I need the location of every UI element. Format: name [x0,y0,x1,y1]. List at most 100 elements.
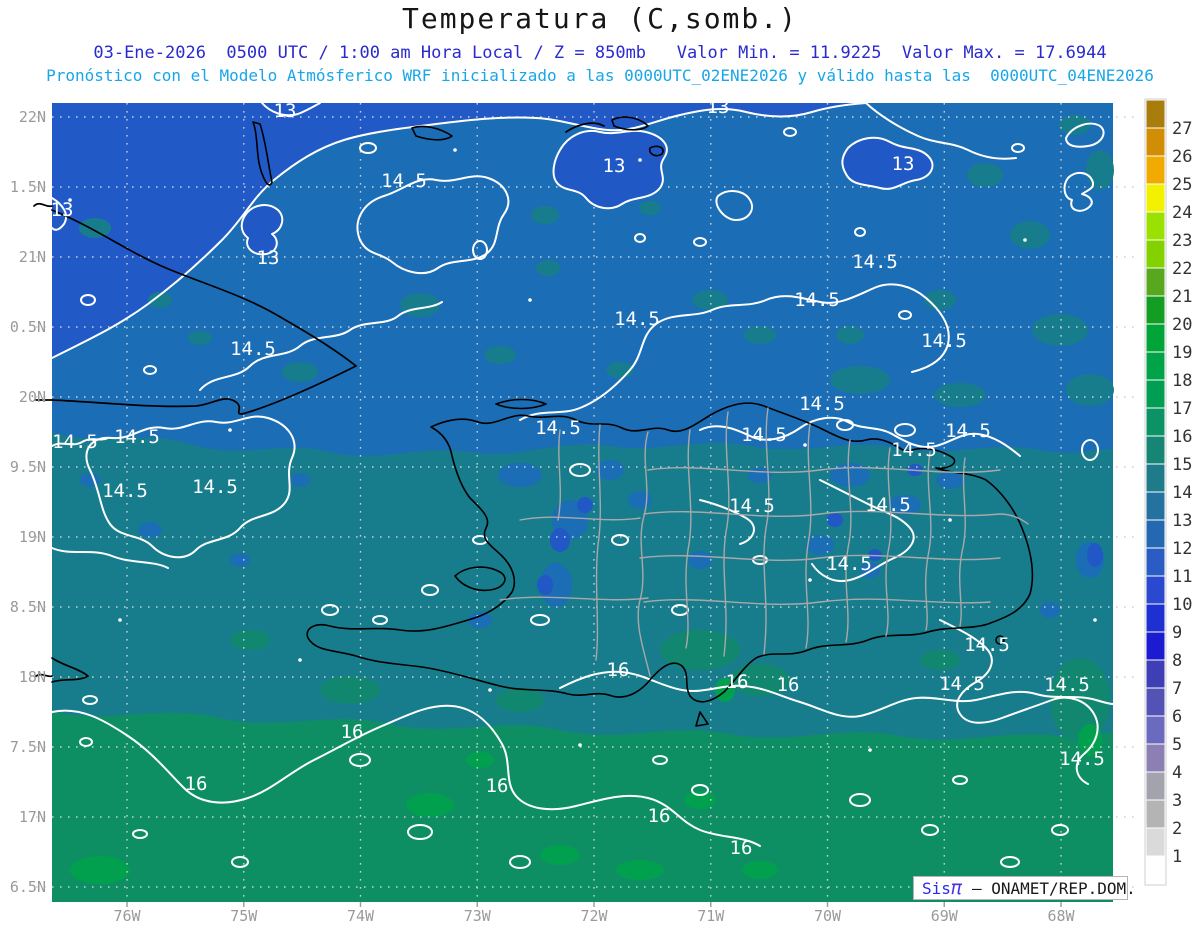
contour-value-label: 13 [257,247,280,269]
blue-patches-part [468,612,492,628]
white-speck-dots-part [638,158,642,162]
teal-patches-part [188,331,212,345]
white-speck-dots-part [228,428,232,432]
white-speck-dots-part [118,618,122,622]
contour-value-label: 14.5 [891,439,937,461]
colorbar-segment [1146,100,1165,128]
teal-patches-part [531,206,559,224]
colorbar-tick-label: 27 [1172,119,1192,139]
colorbar-segment [1146,856,1165,884]
white-speck-dots-part [528,298,532,302]
colorbar-segment [1146,800,1165,828]
white-speck-dots-part [948,518,952,522]
colorbar-tick-label: 18 [1172,371,1192,391]
white-speck-dots-part [808,578,812,582]
contour-value-label: 14.5 [1044,674,1090,696]
colorbar-tick-label: 14 [1172,483,1192,503]
colorbar-tick-label: 1 [1172,847,1182,867]
colorbar-tick-label: 3 [1172,791,1182,811]
warm-green-spots-part [70,856,130,884]
blue-patches-part [80,473,100,487]
watermark: Sisπ – ONAMET/REP.DOM. [914,877,1136,900]
colorbar-tick-label: 24 [1172,203,1192,223]
warm-green-spots-part [466,752,494,768]
white-speck-dots-part [298,658,302,662]
contour-value-label: 13 [892,153,915,175]
colorbar-segment [1146,772,1165,800]
teal-patches-part [1010,221,1050,249]
teal-patches-part [484,346,516,364]
colorbar-segment [1146,632,1165,660]
teal-patches-part [282,362,318,382]
colorbar-tick-label: 16 [1172,427,1192,447]
teal-patches-part [639,201,661,215]
watermark-org: – ONAMET/REP.DOM. [962,879,1135,898]
colorbar-tick-label: 21 [1172,287,1192,307]
y-axis-labels: 22N1.5N21N0.5N20N9.5N19N8.5N18N7.5N17N6.… [10,108,46,896]
contour-value-label: 16 [777,674,800,696]
colorbar-tick-label: 20 [1172,315,1192,335]
contour-value-label: 14.5 [102,480,148,502]
colorbar-tick-label: 10 [1172,595,1192,615]
contour-value-label: 16 [486,775,509,797]
colorbar-tick-label: 11 [1172,567,1192,587]
colorbar-segment [1146,352,1165,380]
white-speck-dots-part [1093,618,1097,622]
y-axis-label: 0.5N [10,318,46,336]
teal-patches-part [934,383,986,407]
blue-patches-part [628,491,652,509]
colorbar-segment [1146,380,1165,408]
teal-patches-part [1086,150,1114,190]
teal-patches-part [1032,314,1088,346]
colorbar: 2726252423222120191817161514131211109876… [1145,99,1192,885]
colorbar-segment [1146,828,1165,856]
white-speck-dots-part [453,148,457,152]
y-axis-label: 1.5N [10,178,46,196]
x-axis-label: 69W [931,907,959,925]
warm-green-spots-part [406,793,454,817]
contour-value-label: 13 [274,100,297,122]
contour-value-label: 14.5 [381,170,427,192]
x-axis-label: 72W [580,907,608,925]
contour-value-label: 14.5 [921,330,967,352]
contour-value-label: 14.5 [535,417,581,439]
y-axis-label: 18N [19,668,46,686]
teal-patches-part [1066,374,1114,406]
white-speck-dots-part [868,748,872,752]
colorbar-segment [1146,408,1165,436]
cold-spots-part [827,513,843,527]
contour-value-label: 14.5 [799,393,845,415]
cold-spots-part [1087,543,1103,567]
left-edge-coast [34,204,52,207]
x-axis-label: 68W [1047,907,1075,925]
blue-patches-part [596,460,624,480]
y-axis-label: 17N [19,808,46,826]
colorbar-tick-label: 9 [1172,623,1182,643]
blue-patches-part [688,551,712,569]
contour-value-label: 16 [607,659,630,681]
contour-value-label: 14.5 [741,424,787,446]
contour-value-label: 16 [185,773,208,795]
x-axis-label: 76W [113,907,141,925]
colorbar-tick-label: 8 [1172,651,1182,671]
teal-patches-part [536,260,560,276]
teal-patches-part [830,366,890,394]
contour-value-label: 14.5 [865,494,911,516]
colorbar-tick-label: 12 [1172,539,1192,559]
colorbar-segment [1146,296,1165,324]
contour-value-label: 14.5 [939,673,985,695]
map-canvas: 13131313131314.514.514.514.514.514.514.5… [0,0,1200,927]
colorbar-segment [1146,492,1165,520]
colorbar-segment [1146,744,1165,772]
colorbar-tick-label: 15 [1172,455,1192,475]
colorbar-tick-label: 19 [1172,343,1192,363]
white-speck-dots-part [488,688,492,692]
blue-patches-part [138,522,162,538]
cold-spots-part [537,575,553,595]
y-axis-label: 8.5N [10,598,46,616]
watermark-sis: Sis [922,879,951,898]
blue-patches-part [230,553,250,567]
teal-green-patches-part [230,630,270,650]
y-axis-label: 20N [19,388,46,406]
contour-value-label: 16 [341,721,364,743]
